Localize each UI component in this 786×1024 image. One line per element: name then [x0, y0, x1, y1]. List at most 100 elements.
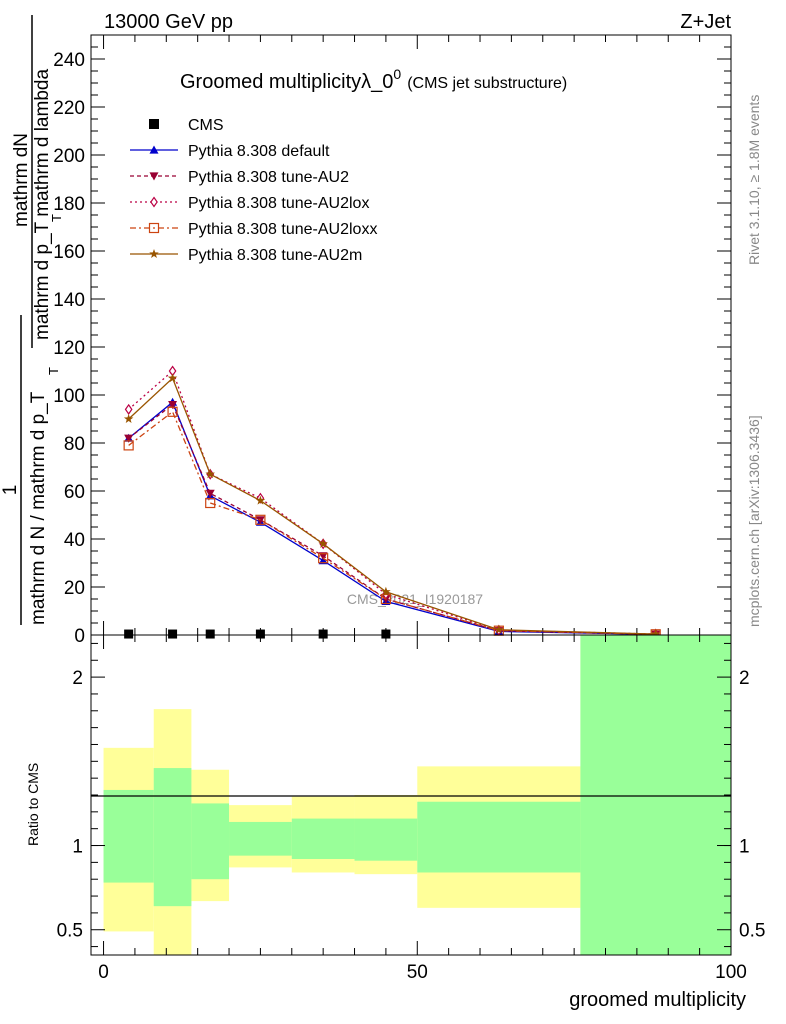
y-tick-label: 80 [64, 434, 85, 455]
ratio-uncertainty-bands [103, 635, 731, 955]
legend-marker [149, 249, 159, 259]
legend-marker [149, 145, 159, 154]
legend-marker [148, 222, 160, 234]
legend-marker [149, 172, 159, 181]
ratio-x-axis: 0 50 100 [98, 635, 747, 983]
series-point [650, 629, 661, 639]
main-y-axis: 0 20 40 60 80 100 120 140 160 180 200 220 240 [53, 34, 731, 647]
series-point [123, 414, 134, 424]
y-tick-label: 40 [64, 530, 85, 551]
y-tick-label: 220 [53, 98, 85, 119]
rivet-version-label: Rivet 3.1.10, ≥ 1.8M events [746, 95, 762, 265]
y-label-numerator: mathrm dN [11, 133, 32, 227]
x-tick-label: 100 [715, 962, 747, 983]
cms-data-points [124, 629, 391, 639]
y-tick-label: 120 [53, 338, 85, 359]
cms-point [168, 629, 178, 639]
main-y-axis-label: mathrm d N / mathrm d p_T T [28, 367, 61, 625]
legend-label: Pythia 8.308 default [188, 143, 330, 160]
chart-subtitle: (CMS jet substructure) [407, 75, 567, 92]
header-energy-label: 13000 GeV pp [104, 11, 233, 33]
cms-point [124, 629, 134, 639]
series-line [128, 410, 656, 635]
series-point [380, 593, 392, 605]
legend: CMS Pythia 8.308 default Pythia 8.308 tune… [130, 117, 377, 264]
ratio-band-inner [354, 818, 418, 861]
series-line [128, 403, 656, 635]
ratio-y-tick-label: 1 [72, 837, 83, 858]
series-4 [123, 406, 661, 640]
watermark-label: CMS_2021_I1920187 [347, 591, 483, 607]
cms-point [318, 629, 328, 639]
series-point [255, 514, 266, 525]
series-point [167, 406, 178, 417]
ratio-band-inner [580, 635, 731, 955]
main-frame [90, 34, 732, 636]
legend-marker [150, 196, 158, 208]
series-point [255, 516, 265, 525]
y-label-denominator-subscript: T [49, 214, 64, 222]
series-point [205, 469, 215, 479]
series-point [205, 497, 216, 509]
cms-point [205, 629, 215, 639]
series-point [381, 586, 391, 596]
series-point [318, 553, 329, 564]
main-panel: 0 20 40 60 80 100 120 140 160 180 200 220 240 CMS_20… [53, 34, 732, 647]
series-point [167, 373, 178, 383]
series-point [168, 401, 178, 410]
cms-point [255, 629, 265, 639]
series-point [124, 434, 134, 443]
main-y-axis-label-fraction: mathrm dN mathrm d p_T mathrm d lambda T [11, 15, 64, 348]
cms-point [381, 629, 391, 639]
y-tick-label: 160 [53, 242, 85, 263]
series-point [494, 624, 504, 634]
series-5 [123, 373, 661, 639]
series-point [124, 403, 133, 415]
series-line [128, 401, 656, 635]
y-tick-label: 20 [64, 578, 85, 599]
y-tick-label: 0 [74, 626, 85, 647]
legend-label: Pythia 8.308 tune-AU2loxx [188, 221, 377, 238]
x-axis-label: groomed multiplicity [569, 989, 746, 1011]
y-label-prefactor: 1 [0, 485, 21, 496]
ratio-band-inner [229, 821, 292, 856]
y-label-bottom: mathrm d N / mathrm d p_T [28, 391, 49, 625]
y-label-bottom-subscript: T [46, 367, 61, 375]
ratio-y-tick-label-right: 1 [739, 837, 750, 858]
chart-title-main: Groomed multiplicityλ_0 [180, 71, 393, 93]
series-line [128, 369, 656, 635]
y-tick-label: 60 [64, 482, 85, 503]
y-tick-label: 200 [53, 146, 85, 167]
y-label-denominator: mathrm d p_T mathrm d lambda [32, 69, 53, 340]
x-tick-label: 50 [407, 962, 428, 983]
y-tick-label: 240 [53, 50, 85, 71]
legend-cms-label: CMS [188, 117, 224, 134]
y-tick-label: 100 [53, 386, 85, 407]
ratio-panel: 0.5 0.5 1 1 2 2 0 50 100 [57, 634, 765, 983]
series-line [128, 377, 656, 635]
series-point [255, 495, 266, 505]
x-tick-label: 0 [98, 962, 109, 983]
ratio-band-inner [291, 818, 355, 859]
ratio-band-inner [191, 803, 230, 880]
ratio-band-inner [103, 789, 154, 883]
ratio-y-axis-label: Ratio to CMS [25, 763, 41, 846]
ratio-y-tick-label-right: 0.5 [739, 921, 765, 942]
ratio-band-inner [153, 768, 192, 907]
series-point [318, 538, 328, 548]
ratio-y-axis: 0.5 0.5 1 1 2 2 [57, 642, 765, 948]
series-point [205, 489, 215, 498]
ratio-y-tick-label: 2 [72, 668, 83, 689]
ratio-y-tick-label-right: 2 [739, 668, 750, 689]
chart-title-superscript: 0 [393, 66, 401, 82]
chart-title: Groomed multiplicityλ_00 (CMS jet substru… [180, 66, 567, 93]
header-process-label: Z+Jet [680, 11, 731, 33]
legend-cms-marker [149, 119, 159, 129]
mcplots-credit-label: mcplots.cern.ch [arXiv:1306.3436] [746, 415, 762, 627]
legend-label: Pythia 8.308 tune-AU2lox [188, 195, 369, 212]
legend-label: Pythia 8.308 tune-AU2m [188, 247, 362, 264]
legend-label: Pythia 8.308 tune-AU2 [188, 169, 349, 186]
main-y-axis-label-prefactor: 1 [0, 315, 22, 625]
ratio-band-inner [417, 801, 581, 873]
